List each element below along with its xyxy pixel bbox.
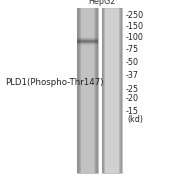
Bar	[77, 8, 78, 173]
Bar	[77, 8, 81, 173]
Text: -25: -25	[126, 85, 139, 94]
Bar	[102, 8, 105, 173]
Bar	[77, 8, 81, 173]
Bar	[77, 42, 98, 43]
Bar	[77, 8, 78, 173]
Bar	[77, 38, 98, 39]
Bar	[119, 8, 122, 173]
Bar	[77, 8, 80, 173]
Text: -15: -15	[126, 107, 139, 116]
Bar	[102, 8, 103, 173]
Bar	[97, 8, 98, 173]
Bar	[77, 43, 98, 44]
Text: -250: -250	[126, 11, 144, 20]
Bar	[95, 8, 98, 173]
Bar	[119, 8, 122, 173]
Bar	[95, 8, 98, 173]
Bar	[77, 40, 98, 41]
Bar	[120, 8, 122, 173]
Bar	[96, 8, 98, 173]
Text: PLD1(Phospho-Thr147): PLD1(Phospho-Thr147)	[5, 78, 104, 87]
Text: HepG2: HepG2	[88, 0, 115, 6]
Bar	[77, 8, 98, 173]
Text: -150: -150	[126, 22, 144, 31]
Bar	[77, 39, 98, 40]
Bar	[77, 8, 79, 173]
Text: -37: -37	[126, 71, 139, 80]
Bar	[77, 37, 98, 38]
Bar	[77, 8, 79, 173]
Bar	[102, 8, 103, 173]
Text: -50: -50	[126, 58, 139, 67]
Text: (kd): (kd)	[127, 115, 143, 124]
Text: -100: -100	[126, 33, 143, 42]
Bar	[121, 8, 122, 173]
Bar	[102, 8, 103, 173]
Bar	[121, 8, 122, 173]
Bar	[102, 8, 105, 173]
Bar	[102, 8, 122, 173]
Bar	[77, 8, 80, 173]
Bar	[102, 8, 104, 173]
Bar	[96, 8, 98, 173]
Bar	[94, 8, 98, 173]
Text: -75: -75	[126, 45, 139, 54]
Bar	[77, 41, 98, 42]
Text: -20: -20	[126, 94, 139, 103]
Bar	[97, 8, 98, 173]
Bar	[102, 8, 105, 173]
Bar	[120, 8, 122, 173]
